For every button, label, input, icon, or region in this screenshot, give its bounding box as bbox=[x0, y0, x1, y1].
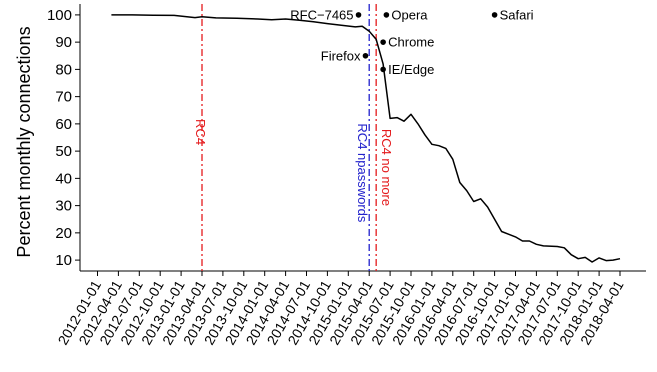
series-group bbox=[111, 14, 621, 263]
y-tick-label: 40 bbox=[55, 170, 72, 187]
annotation-point bbox=[380, 66, 386, 73]
y-tick-label: 70 bbox=[55, 89, 72, 106]
annotation-point bbox=[383, 12, 390, 18]
x-axis: 2012-01-012012-04-012012-07-012012-10-01… bbox=[54, 271, 627, 348]
plot-area bbox=[79, 4, 646, 272]
reference-line-label: RC4 bbox=[193, 119, 208, 145]
annotation-point bbox=[362, 52, 369, 59]
reference-line-label: RC4 npasswords bbox=[355, 123, 370, 222]
annotation-label: Opera bbox=[391, 7, 428, 22]
annotations: RFC−7465 Opera Chrome Firefox IE/Edge Safari bbox=[290, 7, 533, 76]
y-tick-label: 60 bbox=[55, 116, 72, 133]
y-tick-label: 50 bbox=[55, 143, 72, 160]
y-axis: 10 20 30 40 50 60 70 80 90 100 bbox=[47, 7, 80, 269]
y-tick-label: 80 bbox=[55, 61, 72, 78]
y-tick-label: 20 bbox=[55, 225, 72, 242]
annotation-label: Firefox bbox=[321, 48, 361, 63]
annotation-label: Safari bbox=[500, 7, 534, 22]
annotation-label: IE/Edge bbox=[388, 62, 434, 77]
reference-lines: RC4 RC4 npasswords RC4 no more bbox=[193, 4, 394, 271]
annotation-point bbox=[491, 12, 498, 18]
reference-line-label: RC4 no more bbox=[379, 129, 394, 206]
annotation-point bbox=[380, 39, 386, 45]
y-tick-label: 100 bbox=[47, 7, 72, 24]
annotation-point bbox=[355, 12, 362, 18]
y-tick-label: 90 bbox=[55, 34, 72, 51]
y-tick-label: 30 bbox=[55, 198, 72, 215]
series-line bbox=[111, 14, 621, 263]
annotation-label: Chrome bbox=[388, 35, 434, 50]
y-axis-label: Percent monthly connections bbox=[14, 26, 34, 257]
y-tick-label: 10 bbox=[55, 252, 72, 269]
annotation-label: RFC−7465 bbox=[290, 7, 353, 22]
